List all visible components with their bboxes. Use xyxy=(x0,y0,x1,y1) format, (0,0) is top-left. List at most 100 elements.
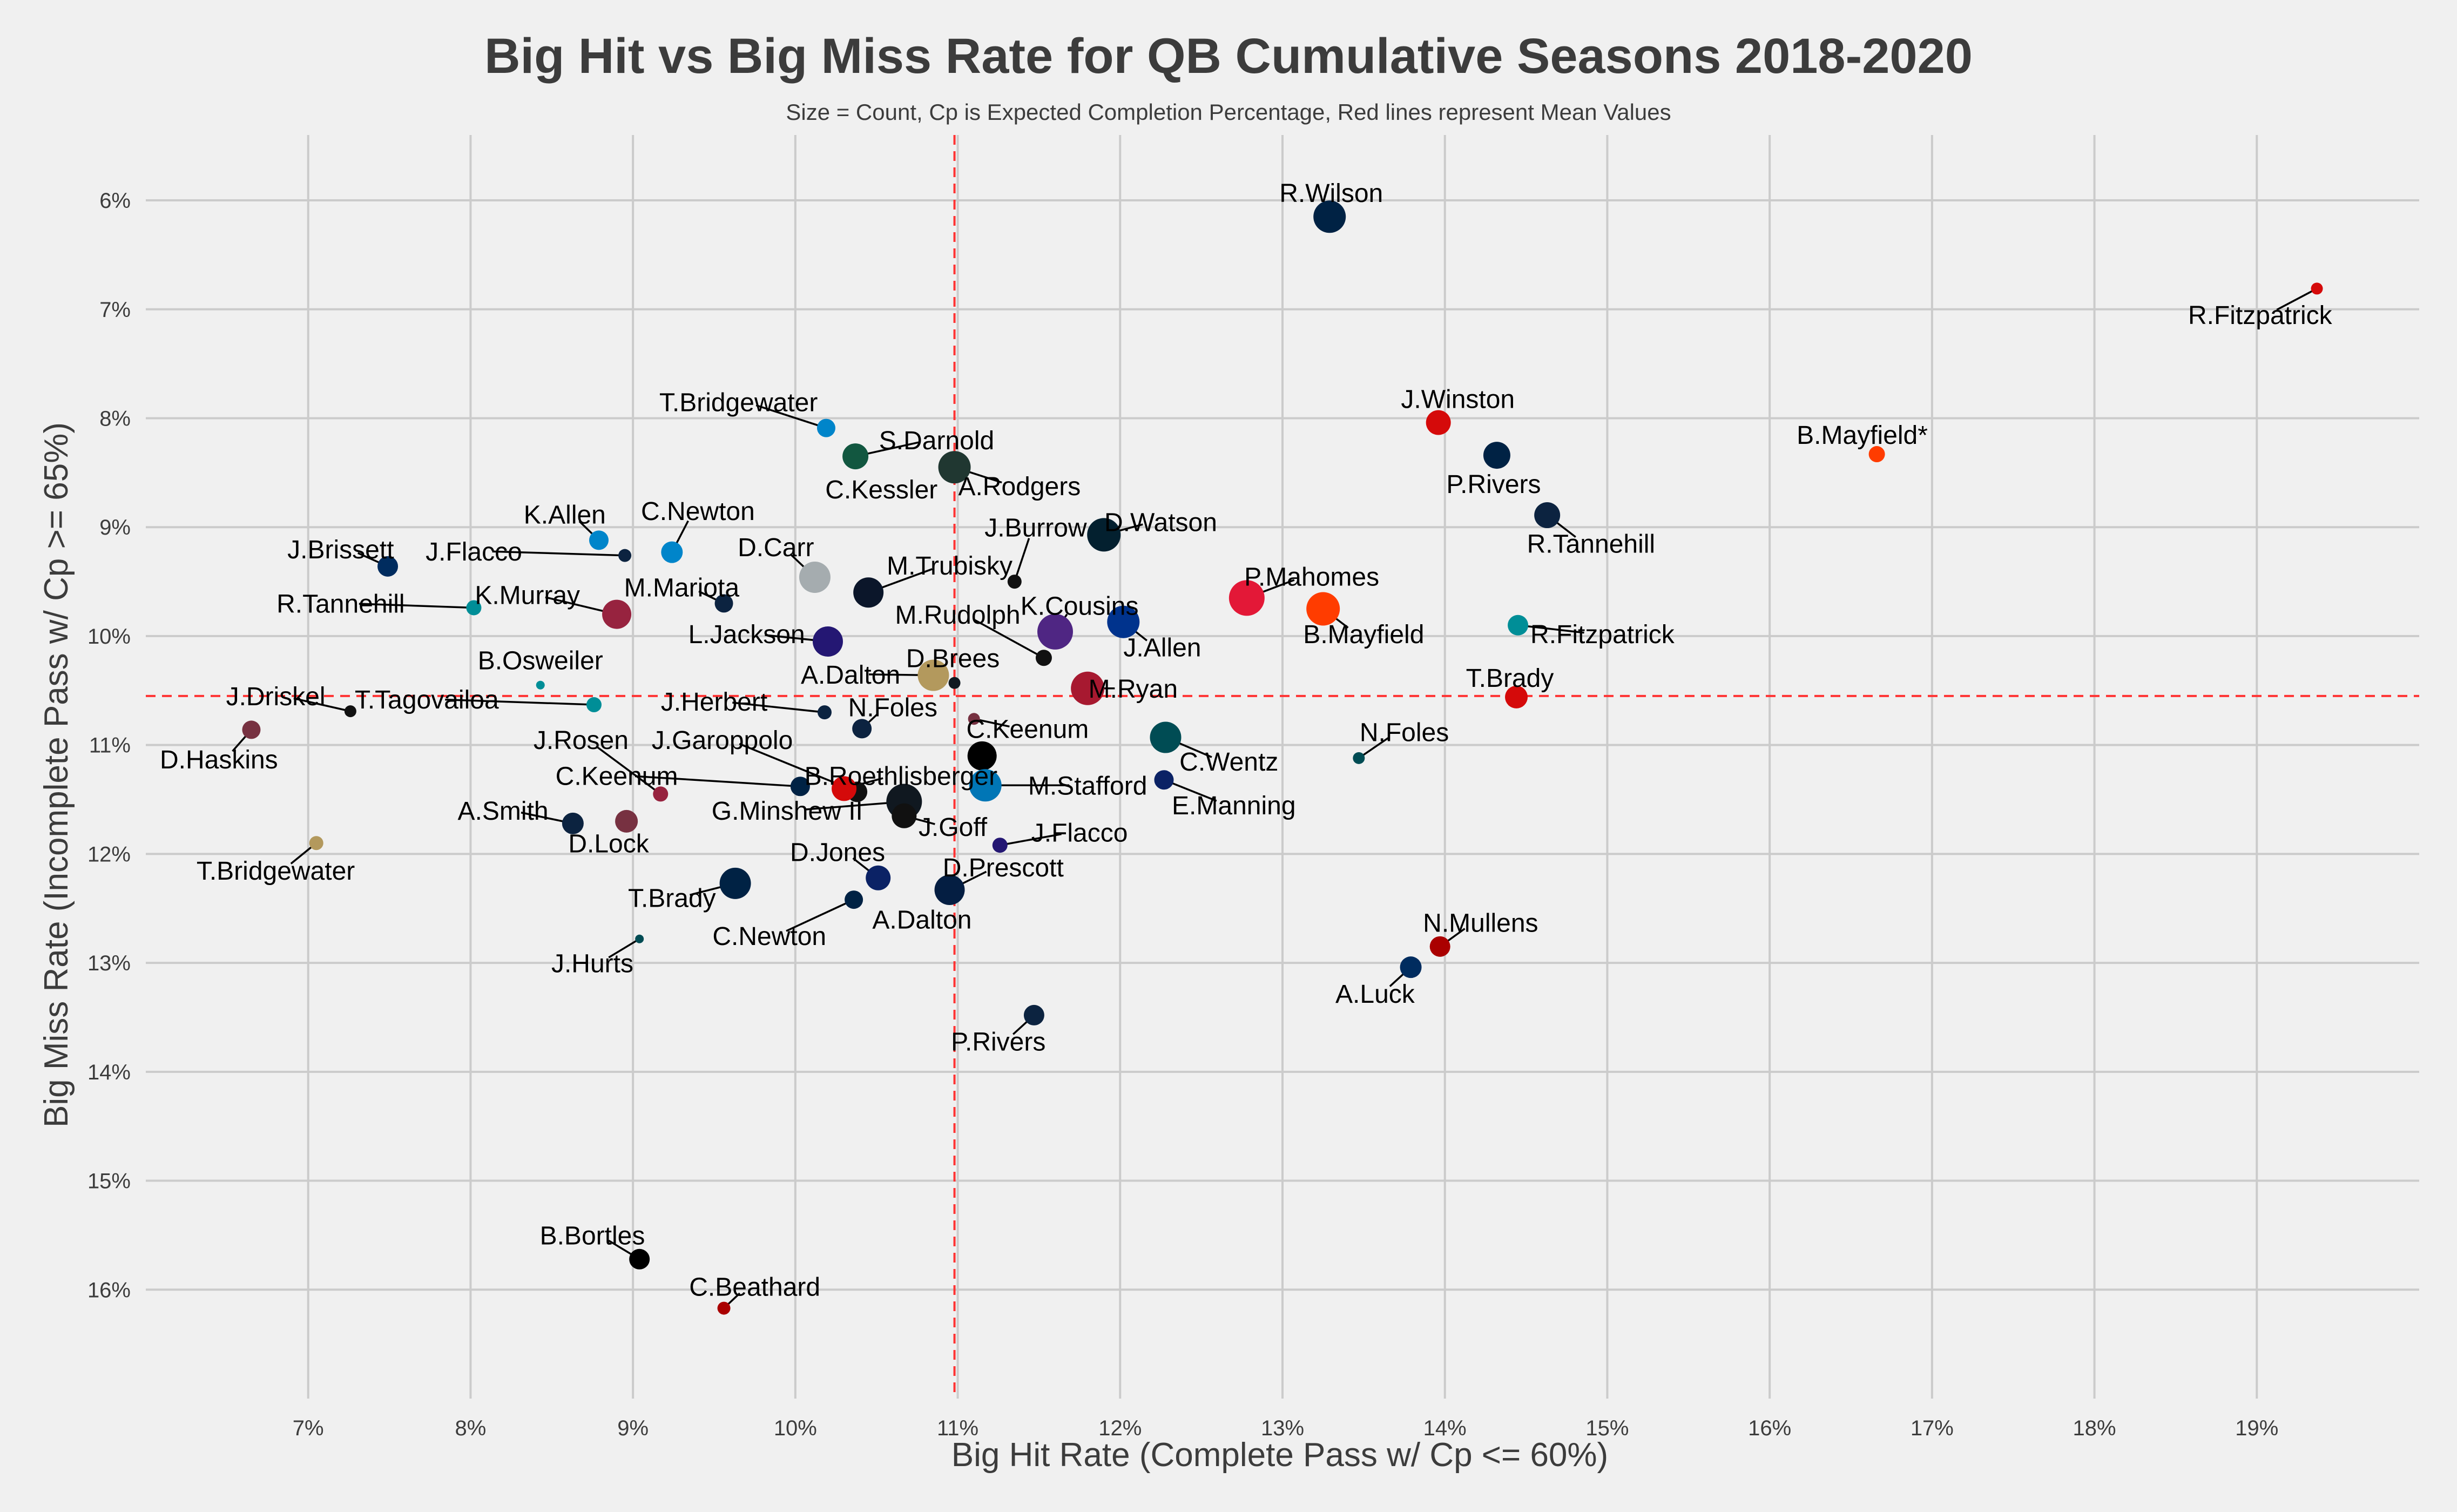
data-point xyxy=(653,786,669,802)
data-point xyxy=(1035,650,1052,666)
data-point xyxy=(969,769,1002,802)
grid xyxy=(146,135,2419,1399)
data-point xyxy=(1228,580,1265,616)
point-label: L.Jackson xyxy=(688,620,805,649)
leader-line xyxy=(595,745,662,795)
x-tick-label: 15% xyxy=(1585,1416,1629,1440)
point-label: J.Burrow xyxy=(984,514,1087,542)
point-label: A.Luck xyxy=(1335,980,1415,1009)
y-tick-label: 14% xyxy=(87,1061,131,1084)
point-label: C.Wentz xyxy=(1179,748,1278,777)
data-point xyxy=(717,1301,731,1315)
point-label: J.Flacco xyxy=(1031,819,1128,847)
point-label: B.Roethlisberger xyxy=(805,762,998,791)
x-tick-label: 12% xyxy=(1098,1416,1142,1440)
point-label: R.Fitzpatrick xyxy=(1530,620,1675,649)
data-point xyxy=(892,803,917,828)
data-point xyxy=(1107,605,1140,638)
point-label: C.Newton xyxy=(641,497,755,526)
point-label: K.Cousins xyxy=(1021,592,1139,621)
data-point xyxy=(1150,721,1182,753)
point-label: E.Manning xyxy=(1172,792,1295,820)
point-label: J.Winston xyxy=(1401,385,1515,414)
data-point xyxy=(1868,446,1885,463)
x-tick-label: 18% xyxy=(2073,1416,2116,1440)
leader-line xyxy=(786,899,854,932)
data-points xyxy=(242,200,2323,1315)
leader-line xyxy=(974,618,1044,659)
point-label: M.Stafford xyxy=(1028,772,1148,801)
data-point xyxy=(938,451,971,484)
point-labels: R.Wilson R.Fitzpatrick J.Winston B.Mayfield… xyxy=(160,179,2333,1301)
point-label: C.Beathard xyxy=(689,1273,820,1302)
point-label: A.Smith xyxy=(458,797,549,826)
data-point xyxy=(615,809,638,833)
point-label: R.Tannehill xyxy=(1527,530,1655,559)
data-point xyxy=(992,838,1008,853)
data-point xyxy=(344,705,356,718)
data-point xyxy=(629,1248,650,1270)
y-tick-label: 16% xyxy=(87,1278,131,1302)
point-label: J.Hurts xyxy=(551,949,633,978)
point-label: N.Foles xyxy=(848,693,937,722)
y-tick-label: 15% xyxy=(87,1170,131,1193)
y-tick-label: 13% xyxy=(87,951,131,975)
x-tick-label: 16% xyxy=(1748,1416,1791,1440)
point-label: B.Mayfield xyxy=(1303,620,1424,649)
data-point xyxy=(661,541,683,563)
mean-lines xyxy=(146,135,2419,1399)
point-label: B.Osweiler xyxy=(478,647,603,676)
data-point xyxy=(1534,502,1561,529)
data-point xyxy=(1037,613,1073,650)
leader-line xyxy=(1358,737,1389,759)
data-point xyxy=(714,594,733,613)
point-label: D.Lock xyxy=(568,829,649,858)
data-point xyxy=(536,680,545,690)
point-label: C.Kessler xyxy=(825,476,937,504)
y-tick-label: 12% xyxy=(87,842,131,866)
leader-line xyxy=(2276,287,2318,311)
data-point xyxy=(832,776,857,801)
point-label: R.Tannehill xyxy=(276,590,404,619)
data-point xyxy=(842,443,869,470)
point-label: C.Newton xyxy=(712,922,826,951)
point-label: K.Murray xyxy=(475,582,580,610)
point-label: T.Bridgewater xyxy=(659,389,818,417)
x-tick-label: 19% xyxy=(2235,1416,2278,1440)
y-tick-label: 10% xyxy=(87,625,131,649)
data-point xyxy=(1154,770,1174,790)
data-point xyxy=(618,549,632,562)
data-point xyxy=(635,934,644,943)
x-tick-label: 7% xyxy=(293,1416,324,1440)
point-label: J.Rosen xyxy=(534,726,629,755)
point-label: D.Jones xyxy=(790,839,885,867)
data-point xyxy=(1429,936,1450,957)
leader-line xyxy=(732,701,825,713)
point-label: T.Brady xyxy=(628,884,716,913)
point-label: P.Mahomes xyxy=(1244,563,1379,591)
data-point xyxy=(1400,956,1422,978)
point-label: D.Prescott xyxy=(943,854,1064,882)
x-tick-label: 10% xyxy=(774,1416,817,1440)
point-label: S.Darnold xyxy=(879,427,994,455)
point-label: A.Dalton xyxy=(872,906,971,935)
data-point xyxy=(602,599,632,629)
data-point xyxy=(799,562,831,593)
point-label: R.Fitzpatrick xyxy=(2188,301,2333,330)
point-label: J.Driskel xyxy=(226,683,326,711)
data-point xyxy=(2311,282,2323,295)
point-label: J.Herbert xyxy=(661,688,767,717)
y-tick-label: 9% xyxy=(99,516,131,539)
data-point xyxy=(790,777,810,796)
point-label: A.Rodgers xyxy=(958,473,1081,501)
point-label: M.Mariota xyxy=(624,573,740,602)
point-label: P.Rivers xyxy=(951,1028,1045,1057)
chart-title: Big Hit vs Big Miss Rate for QB Cumulati… xyxy=(484,29,1973,84)
data-point xyxy=(934,874,965,905)
point-label: P.Rivers xyxy=(1446,470,1541,499)
point-label: A.Dalton xyxy=(801,661,900,690)
point-label: J.Brissett xyxy=(287,536,394,564)
data-point xyxy=(562,812,584,834)
data-point xyxy=(1071,671,1105,705)
point-label: J.Flacco xyxy=(426,538,522,566)
